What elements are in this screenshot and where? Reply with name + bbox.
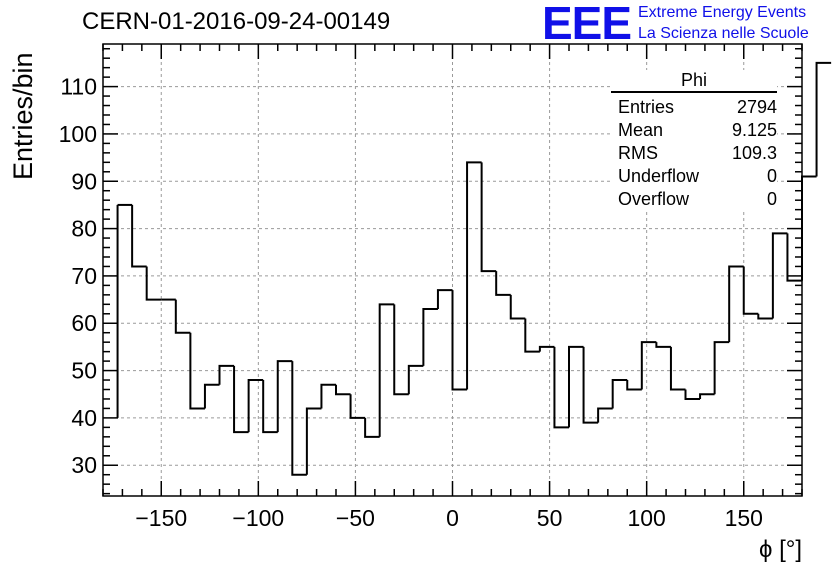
eee-logo: EEE <box>542 0 632 49</box>
histogram-bin <box>684 389 701 400</box>
stats-value: 9.125 <box>731 120 777 140</box>
x-axis-label: ϕ [°] <box>758 536 802 563</box>
y-tick-label: 110 <box>60 74 97 100</box>
stats-label: Entries <box>618 97 675 117</box>
histogram-bin <box>422 308 438 366</box>
x-tick-label: −150 <box>135 505 187 531</box>
histogram-bin <box>247 379 264 433</box>
histogram-bin <box>203 383 220 409</box>
histogram-bin <box>801 175 817 281</box>
histogram-bin <box>131 204 147 268</box>
y-tick-label: 60 <box>71 310 97 336</box>
histogram-bin <box>742 266 759 315</box>
histogram-bin <box>669 346 686 391</box>
histogram-bin <box>553 346 569 429</box>
histogram-bin <box>495 271 511 296</box>
histogram-bin <box>393 304 409 396</box>
y-tick-label: 80 <box>71 216 97 242</box>
histogram-bin <box>640 341 657 390</box>
chart-title: CERN-01-2016-09-24-00149 <box>82 8 391 35</box>
y-axis-label: Entries/bin <box>8 52 38 180</box>
histogram-bin <box>364 417 380 438</box>
y-tick-label: 50 <box>71 358 97 384</box>
stats-row-overflow: Overflow 0 <box>611 188 777 211</box>
histogram-layer <box>116 61 832 476</box>
histogram-bin <box>538 345 555 352</box>
histogram-bin <box>436 289 453 310</box>
x-tick-label: 50 <box>537 505 563 531</box>
stats-row-rms: RMS 109.3 <box>611 142 777 165</box>
stats-box: Phi Entries 2794 Mean 9.125 RMS 109.3 Un… <box>611 70 777 211</box>
histogram-bin <box>218 364 235 385</box>
stats-row-underflow: Underflow 0 <box>611 165 777 188</box>
y-tick-label: 90 <box>71 168 97 194</box>
logo-line-2: La Scienza nelle Scuole <box>638 25 809 42</box>
stats-value: 0 <box>766 166 777 186</box>
stats-row-entries: Entries 2794 <box>611 96 777 119</box>
histogram-bin <box>699 393 715 399</box>
histogram-bin <box>407 364 424 395</box>
histogram-bin <box>771 232 788 319</box>
stats-value: 109.3 <box>731 143 777 163</box>
histogram-bin <box>466 161 482 390</box>
stats-label: Mean <box>618 120 664 140</box>
histogram-bin <box>276 360 293 433</box>
histogram-bin <box>291 361 307 476</box>
stats-label: Overflow <box>618 189 690 209</box>
histogram-bin <box>145 266 162 301</box>
histogram-bin <box>335 384 351 396</box>
histogram-bin <box>582 346 599 424</box>
stats-value: 0 <box>766 189 777 209</box>
histogram-bin <box>480 162 497 273</box>
y-tick-label: 70 <box>71 263 97 289</box>
histogram-bin <box>626 380 642 391</box>
histogram-bin <box>509 294 526 320</box>
histogram-bin <box>524 318 540 353</box>
histogram-bin <box>786 233 802 282</box>
tick-label-layer: −150 −100 −50 0 50 100 150 30 40 50 60 70 80 90 100 110 <box>59 74 763 531</box>
histogram-bin <box>349 394 366 419</box>
histogram-bin <box>233 365 249 434</box>
x-tick-label: 150 <box>725 505 763 531</box>
histogram-bin <box>378 303 395 437</box>
histogram-bin <box>757 313 773 320</box>
histogram-bin <box>568 345 584 428</box>
x-tick-label: 0 <box>446 505 459 531</box>
histogram-bin <box>728 265 744 343</box>
axis-layer <box>102 43 803 497</box>
histogram-bin <box>611 379 628 409</box>
x-tick-label: 100 <box>627 505 665 531</box>
y-tick-label: 40 <box>71 405 97 431</box>
stats-label: RMS <box>618 143 658 163</box>
histogram-bin <box>305 407 322 475</box>
histogram-bin <box>262 380 278 434</box>
histogram-bin <box>189 332 205 410</box>
x-tick-label: −100 <box>232 505 284 531</box>
stats-value: 2794 <box>736 97 777 117</box>
logo-line-1: Extreme Energy Events <box>638 4 807 21</box>
histogram-bin <box>713 341 730 395</box>
stats-row-mean: Mean 9.125 <box>611 119 777 142</box>
y-tick-label: 30 <box>71 452 97 478</box>
stats-title: Phi <box>611 70 777 93</box>
stats-label: Underflow <box>618 166 700 186</box>
histogram-bin <box>320 383 336 409</box>
histogram-bin <box>451 290 468 391</box>
histogram-bin <box>597 407 613 423</box>
histogram-bin <box>174 299 191 334</box>
y-tick-label: 100 <box>59 121 97 147</box>
histogram-bin <box>655 342 671 348</box>
histogram-bin <box>815 61 832 177</box>
x-tick-label: −50 <box>336 505 375 531</box>
